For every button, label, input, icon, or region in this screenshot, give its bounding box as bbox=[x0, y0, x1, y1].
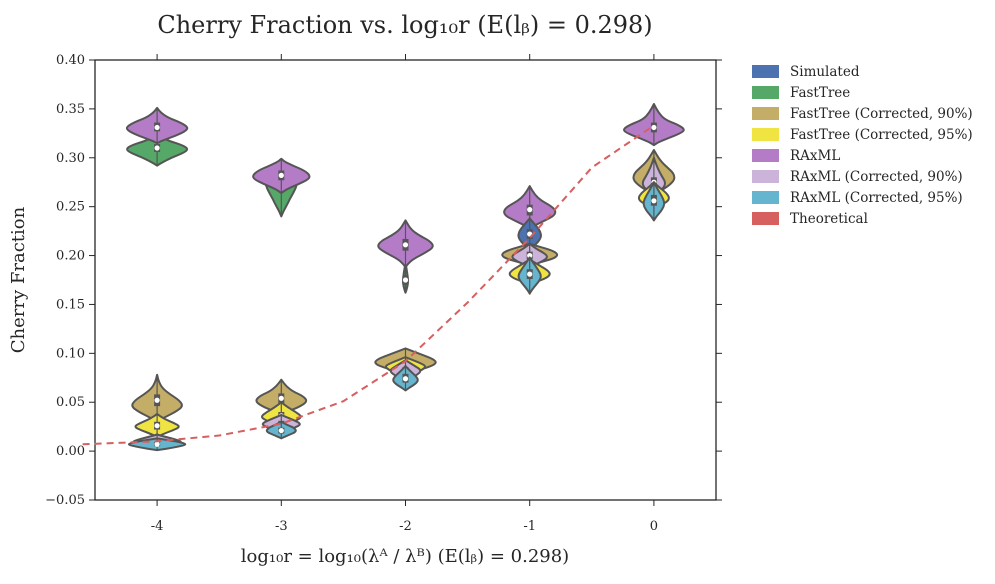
violin-median-point bbox=[651, 124, 657, 131]
legend-label: RAxML bbox=[790, 148, 840, 164]
legend-swatch bbox=[752, 170, 779, 183]
legend-label: RAxML (Corrected, 95%) bbox=[790, 190, 963, 206]
y-tick-label: 0.35 bbox=[56, 102, 85, 117]
y-tick-label: 0.05 bbox=[56, 395, 85, 410]
x-tick-label: -1 bbox=[523, 519, 536, 534]
violin-median-point bbox=[154, 124, 160, 131]
y-tick-label: 0.10 bbox=[56, 346, 85, 361]
violin-median-point bbox=[278, 395, 284, 401]
y-tick-label: 0.40 bbox=[56, 53, 85, 68]
legend-swatch bbox=[752, 86, 779, 99]
violin-median-point bbox=[154, 397, 160, 403]
legend-swatch bbox=[752, 191, 779, 204]
x-tick-label: -3 bbox=[275, 519, 288, 534]
chart-title: Cherry Fraction vs. log₁₀r (E(lᵦ) = 0.29… bbox=[157, 11, 652, 39]
legend-label: Simulated bbox=[790, 64, 860, 80]
violin-median-point bbox=[402, 376, 409, 382]
x-axis-label: log₁₀r = log₁₀(λᴬ / λᴮ) (E(lᵦ) = 0.298) bbox=[241, 546, 569, 567]
y-tick-label: 0.20 bbox=[56, 249, 85, 264]
violin-median-point bbox=[402, 277, 409, 283]
violin-median-point bbox=[527, 252, 533, 259]
y-tick-label: 0.30 bbox=[56, 151, 85, 166]
violin-median-point bbox=[278, 427, 284, 434]
plot-area: −0.05 0.00 0.05 0.10 0.15 0.20 0.25 0.30 0.35 0.4… bbox=[45, 53, 722, 534]
violin-median-point bbox=[154, 145, 160, 151]
legend-swatch bbox=[752, 128, 779, 141]
violin-median-point bbox=[154, 441, 160, 447]
y-tick-label: 0.15 bbox=[56, 297, 85, 312]
y-tick-label: 0.25 bbox=[56, 200, 85, 215]
y-tick-label: 0.00 bbox=[56, 444, 85, 459]
legend-label: Theoretical bbox=[790, 211, 868, 227]
x-tick-label: -2 bbox=[399, 519, 412, 534]
legend-swatch bbox=[752, 107, 779, 120]
violin-median-point bbox=[527, 207, 533, 213]
legend-label: FastTree (Corrected, 95%) bbox=[790, 127, 973, 143]
y-tick-label: −0.05 bbox=[45, 493, 85, 508]
violin-median-point bbox=[651, 198, 657, 204]
legend-label: RAxML (Corrected, 90%) bbox=[790, 169, 963, 185]
legend: Simulated FastTree FastTree (Corrected, 90… bbox=[752, 64, 973, 227]
x-tick-label: 0 bbox=[650, 519, 658, 534]
violin-median-point bbox=[527, 271, 533, 277]
legend-label: FastTree (Corrected, 90%) bbox=[790, 106, 973, 122]
violin-median-point bbox=[278, 172, 284, 178]
legend-swatch bbox=[752, 212, 779, 225]
legend-swatch bbox=[752, 65, 779, 78]
violin-median-point bbox=[154, 423, 160, 429]
legend-label: FastTree bbox=[790, 85, 850, 101]
y-axis-label: Cherry Fraction bbox=[8, 206, 29, 353]
violin-median-point bbox=[402, 242, 409, 248]
x-tick-label: -4 bbox=[151, 519, 164, 534]
legend-swatch bbox=[752, 149, 779, 162]
theoretical-curve bbox=[82, 124, 655, 446]
